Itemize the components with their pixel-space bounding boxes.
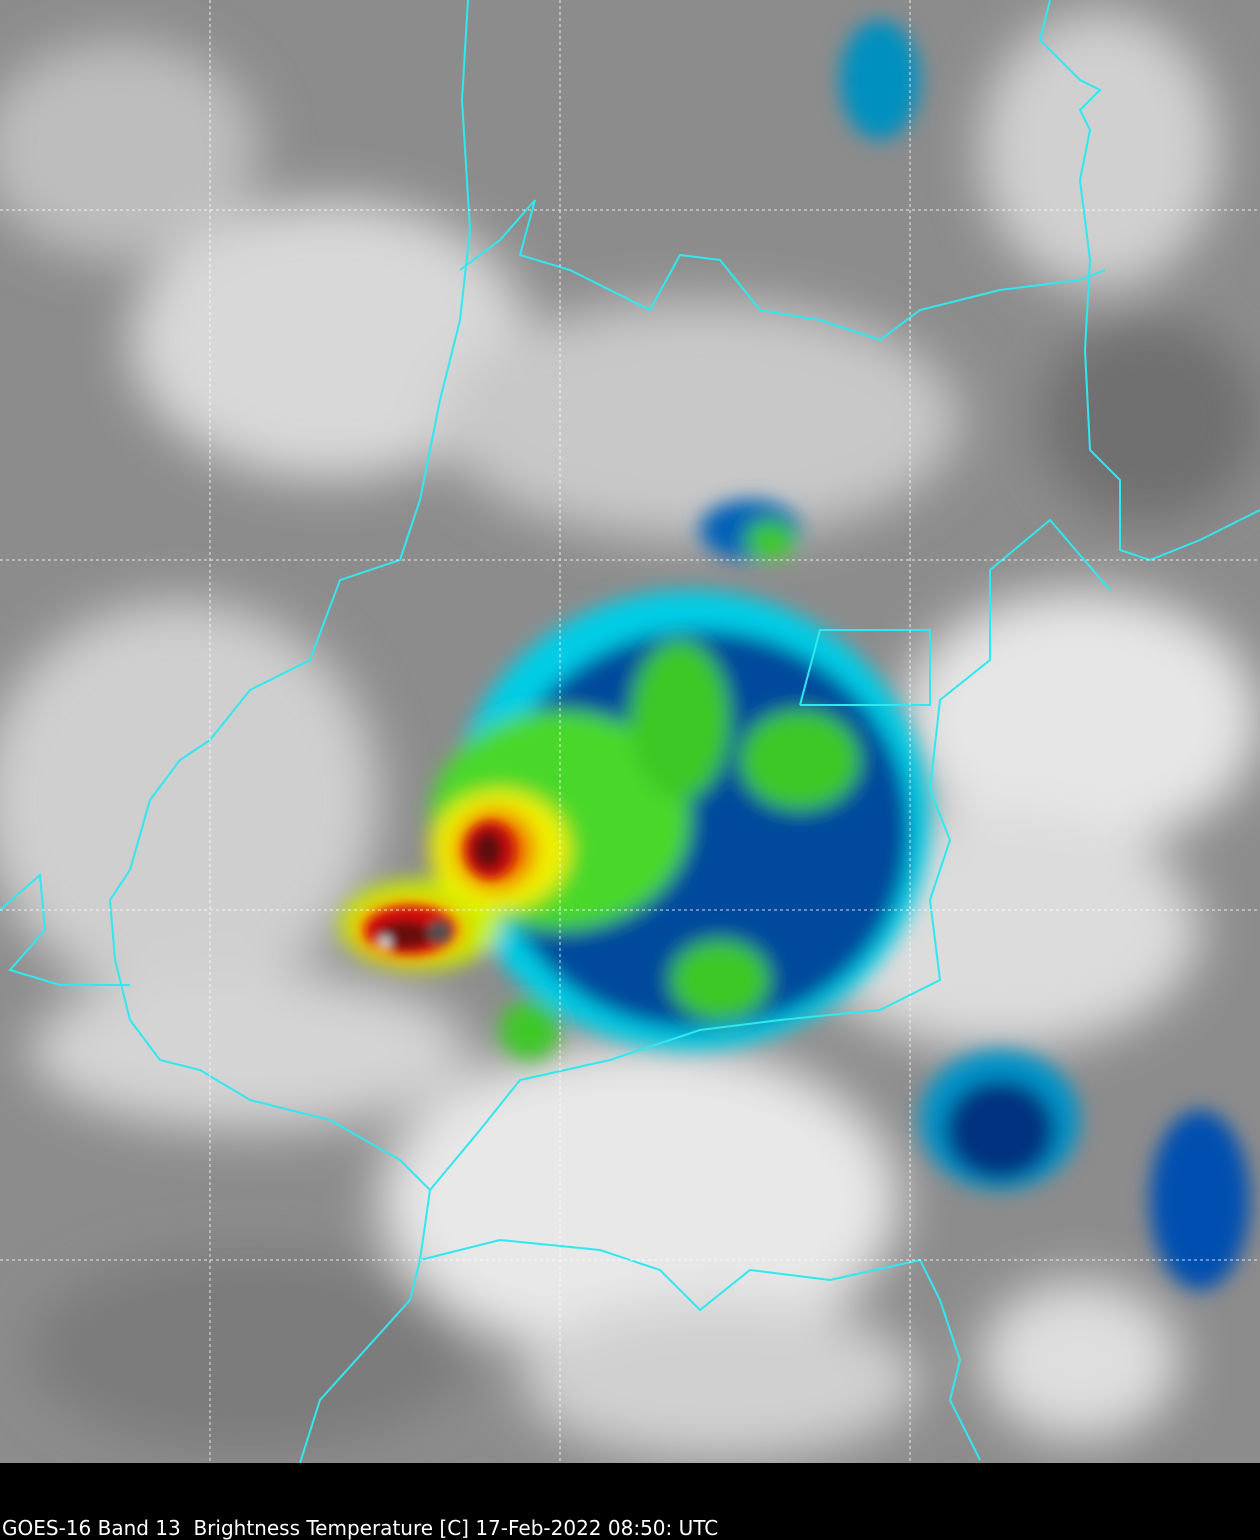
clouds — [0, 10, 1260, 1460]
cloud-field — [0, 10, 1260, 1460]
caption: GOES-16 Band 13 Brightness Temperature [… — [2, 1516, 718, 1540]
borders — [0, 0, 1260, 1463]
caption-bar — [0, 1463, 1260, 1540]
graticule — [0, 0, 1260, 1463]
storm-core — [365, 822, 515, 954]
